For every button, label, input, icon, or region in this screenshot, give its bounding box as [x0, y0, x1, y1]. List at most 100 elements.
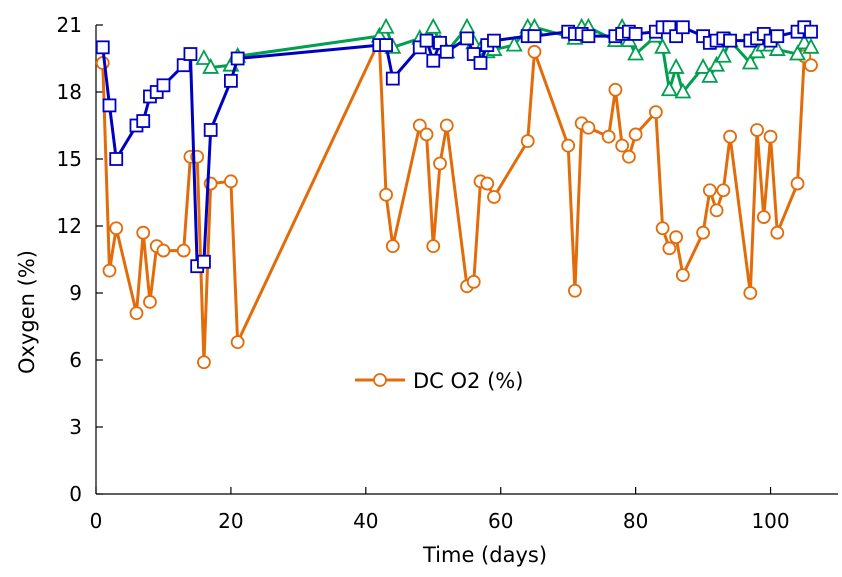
dc-o2-series-point [433, 156, 447, 171]
square-series-point [770, 29, 785, 44]
square-series-point [460, 31, 474, 46]
triangle-series-point [458, 17, 476, 34]
dc-o2-series-line [101, 39, 813, 364]
square-series-point [723, 33, 737, 48]
axes: 0 20 40 60 80 100 0 3 6 9 12 15 18 21 [57, 13, 838, 533]
dc-o2-series [95, 33, 818, 370]
triangle-series-point [654, 37, 672, 54]
dc-o2-series-point [143, 295, 157, 309]
triangle-series-point [714, 46, 732, 63]
dc-o2-series-point [615, 138, 630, 153]
dc-o2-series-point [109, 221, 124, 236]
dc-o2-series-point [568, 283, 582, 298]
dc-o2-series-point [480, 176, 495, 191]
dc-o2-series-point [176, 243, 191, 258]
triangle-series-point [660, 80, 678, 97]
dc-o2-series-point [527, 44, 542, 59]
dc-o2-series-point [561, 138, 576, 153]
dc-o2-series-point [628, 127, 643, 142]
dc-o2-series-point [770, 225, 785, 240]
square-series-point [628, 27, 643, 41]
dc-o2-series-point [419, 127, 434, 142]
dc-o2-series-point [669, 230, 684, 245]
y-tick-label: 21 [57, 13, 82, 37]
square-series-point [419, 33, 434, 48]
dc-o2-series-point [750, 123, 764, 137]
dc-o2-series-point [224, 174, 238, 189]
x-tick-label: 20 [218, 509, 243, 533]
dc-o2-series-point [675, 268, 690, 283]
dc-o2-series-point [426, 239, 441, 254]
triangle-series-point [202, 58, 220, 74]
x-axis-title: Time (days) [422, 543, 547, 567]
dc-o2-series-point [520, 134, 535, 149]
y-ticks: 0 3 6 9 12 15 18 21 [57, 13, 103, 506]
series-layer [95, 17, 820, 370]
dc-o2-series-point [136, 225, 151, 240]
square-series-point [176, 58, 191, 73]
triangle-series-point [627, 44, 645, 61]
triangle-series-point [789, 44, 807, 61]
square-series-point [473, 56, 488, 70]
dc-o2-series-point [385, 239, 400, 254]
y-tick-label: 12 [57, 214, 82, 238]
square-series-point [439, 44, 454, 59]
square-series-point [804, 24, 818, 39]
square-series-point [102, 98, 117, 113]
dc-o2-series-point [102, 263, 117, 278]
square-series-point [581, 29, 596, 44]
dc-o2-series-point [756, 210, 771, 224]
triangle-series-point [674, 82, 692, 99]
dc-o2-series-point [197, 355, 211, 370]
square-series-point [379, 38, 393, 52]
dc-o2-series-point [716, 183, 731, 198]
x-tick-label: 60 [488, 509, 513, 533]
triangle-series-point [424, 17, 442, 34]
x-tick-label: 80 [623, 509, 648, 533]
square-series-point [527, 29, 542, 44]
dc-o2-series-point [601, 129, 616, 144]
dc-o2-series-point [743, 286, 758, 300]
square-series-point [183, 47, 198, 61]
dc-o2-series-point [379, 187, 393, 202]
legend-marker [373, 373, 387, 387]
dc-o2-series-point [608, 82, 623, 97]
triangle-series-point [741, 53, 759, 70]
square-series-point [385, 71, 400, 86]
dc-o2-series-point [804, 58, 818, 73]
dc-o2-series-point [696, 225, 710, 240]
square-series-point [675, 20, 690, 35]
square-series-point [230, 51, 245, 66]
square-series-point [224, 73, 238, 88]
dc-o2-series-point [439, 118, 454, 133]
square-series-point [487, 33, 501, 48]
triangle-series-point [708, 55, 726, 72]
square-series-point [109, 152, 124, 166]
triangle-series-point [694, 58, 712, 74]
y-tick-label: 6 [69, 348, 82, 372]
dc-o2-series-point [412, 118, 427, 133]
triangle-series [195, 17, 820, 99]
dc-o2-series-point [156, 243, 171, 258]
x-ticks: 0 20 40 60 80 100 [90, 487, 790, 533]
dc-o2-series-point [790, 176, 805, 191]
square-series-point [203, 123, 218, 137]
square-series-point [156, 78, 171, 93]
triangle-series-point [667, 58, 685, 74]
dc-o2-series-point [648, 105, 663, 119]
y-tick-label: 3 [69, 415, 82, 439]
y-axis-title: Oxygen (%) [15, 250, 39, 374]
dc-o2-series-point [723, 129, 737, 144]
triangle-series-point [195, 49, 213, 65]
square-series [95, 20, 818, 274]
triangle-series-point [802, 37, 820, 54]
x-tick-label: 0 [90, 509, 103, 533]
triangle-series-point [377, 17, 395, 34]
dc-o2-series-point [487, 190, 501, 204]
triangle-series-point [505, 35, 523, 52]
dc-o2-series-point [230, 335, 245, 350]
dc-o2-series-point [709, 203, 724, 218]
dc-o2-series-point [129, 306, 144, 321]
